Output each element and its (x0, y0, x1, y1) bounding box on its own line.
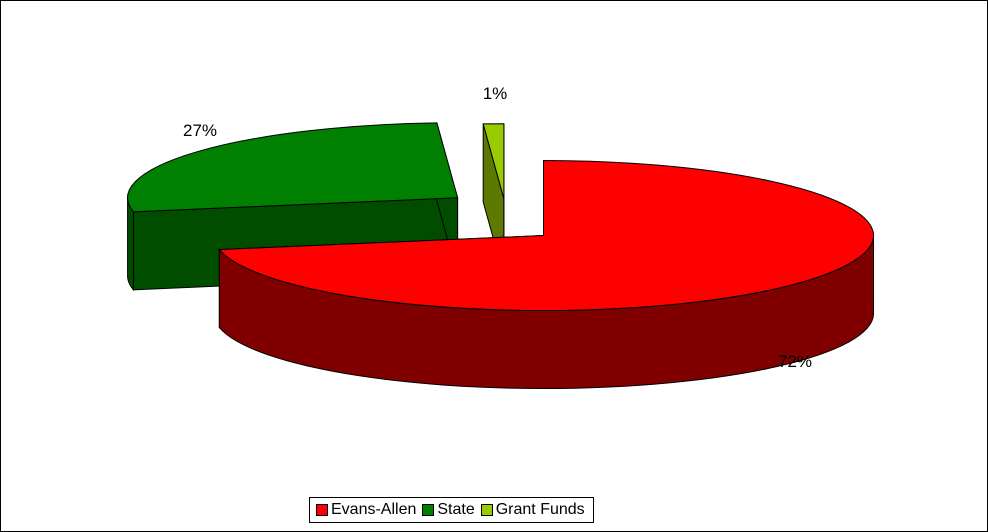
legend-swatch-grant-funds (480, 504, 493, 516)
legend-swatch-evans-allen (316, 504, 328, 516)
legend-label-state: State (437, 501, 475, 518)
slice-top-evans-allen (218, 160, 874, 312)
slice-top-state (127, 122, 459, 213)
pie-slices (127, 122, 875, 390)
data-label-evans-allen: 72% (778, 352, 812, 371)
slice-rim-state (127, 197, 134, 292)
legend-label-evans-allen: Evans-Allen (331, 501, 417, 518)
slice-evans-allen (218, 160, 875, 390)
slice-top-grant-funds (482, 123, 505, 199)
legend-swatch-state (422, 504, 435, 516)
legend-item-grant-funds: Grant Funds (480, 501, 585, 519)
data-labels: 72% 27% 1% (183, 84, 812, 371)
legend-item-evans-allen: Evans-Allen (316, 501, 416, 519)
data-label-state: 27% (183, 121, 217, 140)
data-label-grant-funds: 1% (483, 84, 508, 103)
legend-label-grant-funds: Grant Funds (495, 501, 585, 518)
legend-item-state: State (422, 501, 475, 519)
legend: Evans-Allen State Grant Funds (309, 497, 594, 523)
